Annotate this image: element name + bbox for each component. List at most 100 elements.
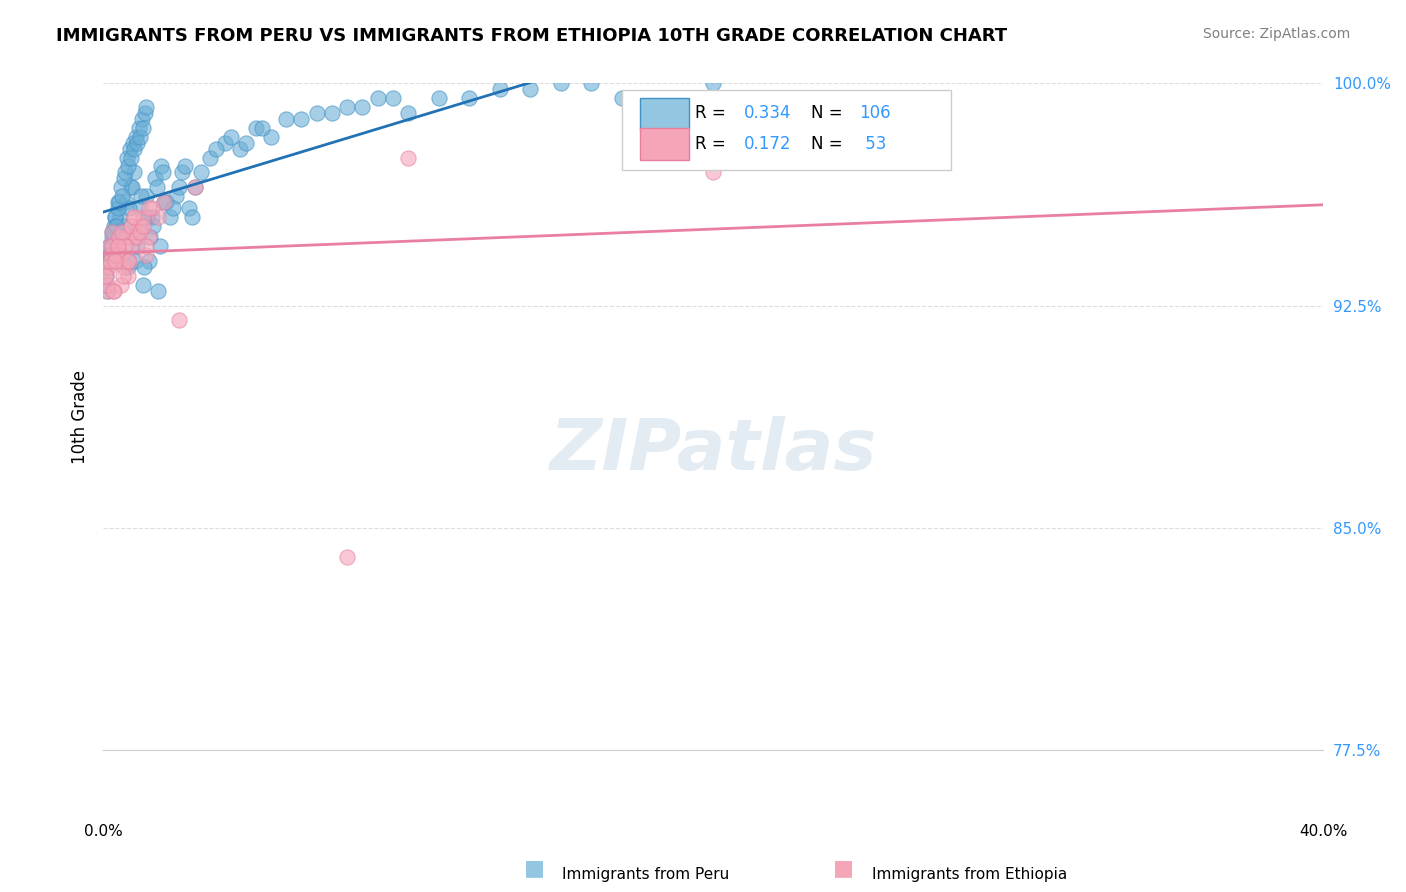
Point [108,230,131,244]
Point [550,77,572,91]
Point [107,239,129,253]
Text: 0.0%: 0.0% [84,824,122,839]
Point [152,165,174,179]
Point [172,165,194,179]
Point [198,151,221,165]
Y-axis label: 10th Grade: 10th Grade [72,369,89,464]
Point [132,219,155,233]
Point [169,313,191,327]
Text: 0.334: 0.334 [744,104,792,122]
Point [98,239,121,253]
Point [122,210,145,224]
Point [132,210,155,224]
Point [96,254,118,268]
Point [183,180,205,194]
Point [93,268,115,283]
Point [112,171,135,186]
Point [118,142,141,156]
Point [124,254,146,268]
Point [104,210,127,224]
Point [98,254,121,268]
Point [245,120,267,135]
Point [138,230,160,244]
Point [519,82,541,96]
Point [97,239,120,253]
Point [117,160,139,174]
Point [135,248,157,262]
Point [114,219,136,233]
Point [143,171,166,186]
Point [105,230,128,244]
Point [162,201,184,215]
Text: ■: ■ [524,858,544,878]
Point [136,210,159,224]
Point [111,248,134,262]
Point [135,189,157,203]
Point [127,136,149,150]
Point [97,260,120,274]
Point [115,194,138,209]
Text: 53: 53 [859,135,886,153]
Point [120,239,142,253]
Point [229,142,252,156]
Point [122,165,145,179]
FancyBboxPatch shape [640,128,689,160]
Point [131,112,153,126]
Point [108,194,131,209]
Point [127,225,149,239]
Point [336,100,359,114]
Point [115,230,138,244]
Point [107,194,129,209]
Point [125,230,148,244]
Point [180,210,202,224]
Point [141,201,163,215]
Point [702,77,724,91]
Point [134,260,156,274]
Point [98,248,121,262]
Point [104,219,127,233]
Text: Source: ZipAtlas.com: Source: ZipAtlas.com [1202,27,1350,41]
Point [129,129,152,144]
Point [138,201,160,215]
FancyBboxPatch shape [621,90,950,170]
Point [120,219,142,233]
Point [610,91,633,105]
Point [121,180,143,194]
Point [128,219,150,233]
Point [118,201,141,215]
Point [104,248,127,262]
Text: N =: N = [811,104,848,122]
Point [305,106,328,120]
Point [129,225,152,239]
Point [153,194,176,209]
Point [177,201,200,215]
Point [276,112,298,126]
Text: R =: R = [695,135,731,153]
Point [145,180,167,194]
Point [146,284,169,298]
Point [219,129,242,144]
Point [96,277,118,292]
Text: ZIPatlas: ZIPatlas [550,416,877,484]
Text: N =: N = [811,135,848,153]
Point [641,91,664,105]
Point [107,254,129,268]
Point [110,230,132,244]
Text: R =: R = [695,104,731,122]
Point [321,106,343,120]
Point [128,201,150,215]
Point [579,77,602,91]
Point [122,142,145,156]
Text: 40.0%: 40.0% [1299,824,1347,839]
Point [117,254,139,268]
Point [93,277,115,292]
Point [214,136,236,150]
Point [141,210,163,224]
Point [97,284,120,298]
Point [120,151,142,165]
Point [132,277,155,292]
Point [117,260,139,274]
Point [135,239,157,253]
Point [111,225,134,239]
Point [381,91,404,105]
